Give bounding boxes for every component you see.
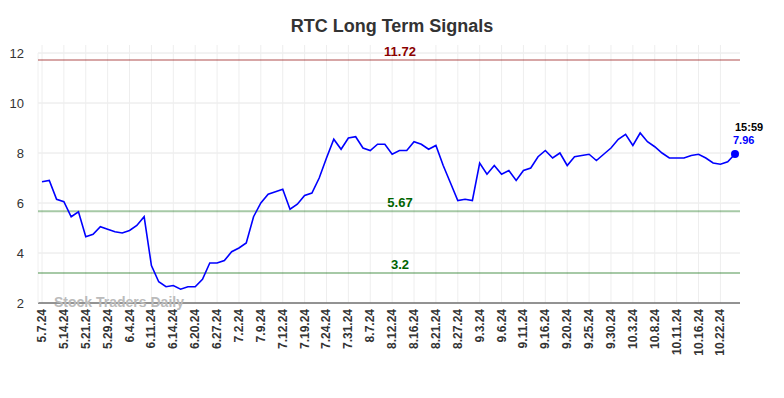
title: RTC Long Term Signals xyxy=(291,16,494,36)
y-tick-label: 6 xyxy=(17,196,24,211)
x-tick-label: 6.14.24 xyxy=(166,309,180,349)
y-tick-label: 2 xyxy=(17,296,24,311)
last-point xyxy=(731,150,739,158)
x-grid xyxy=(129,45,130,303)
y-axis xyxy=(38,53,39,303)
x-grid xyxy=(676,45,677,303)
x-grid xyxy=(435,45,436,303)
x-tick-label: 5.14.24 xyxy=(57,309,71,349)
reference-line xyxy=(38,210,740,212)
x-tick-label: 8.12.24 xyxy=(385,309,399,349)
x-grid xyxy=(85,45,86,303)
x-grid xyxy=(698,45,699,303)
x-tick-label: 7.31.24 xyxy=(341,309,355,349)
x-grid xyxy=(304,45,305,303)
series-line xyxy=(42,133,735,289)
x-tick-label: 8.7.24 xyxy=(363,309,377,343)
x-grid xyxy=(589,45,590,303)
x-tick-label: 10.3.24 xyxy=(626,309,640,349)
x-grid xyxy=(370,45,371,303)
x-grid xyxy=(326,45,327,303)
x-grid xyxy=(173,45,174,303)
x-tick-label: 6.27.24 xyxy=(210,309,224,349)
x-tick-label: 7.24.24 xyxy=(319,309,333,349)
x-grid xyxy=(63,45,64,303)
x-grid xyxy=(523,45,524,303)
x-tick-label: 9.3.24 xyxy=(473,309,487,343)
x-tick-label: 5.29.24 xyxy=(101,309,115,349)
reference-line xyxy=(38,59,740,61)
annotation-value: 7.96 xyxy=(733,134,754,146)
y-grid xyxy=(38,253,740,254)
x-tick-label: 6.20.24 xyxy=(188,309,202,349)
x-grid xyxy=(348,45,349,303)
x-tick-label: 9.6.24 xyxy=(495,309,509,343)
x-grid xyxy=(238,45,239,303)
x-grid xyxy=(414,45,415,303)
reference-label: 11.72 xyxy=(384,44,416,59)
x-grid xyxy=(260,45,261,303)
x-grid xyxy=(654,45,655,303)
y-tick-label: 4 xyxy=(17,246,24,261)
x-tick-label: 10.22.24 xyxy=(713,309,727,356)
x-grid xyxy=(282,45,283,303)
x-tick-label: 9.30.24 xyxy=(604,309,618,349)
x-tick-label: 8.27.24 xyxy=(451,309,465,349)
x-grid xyxy=(217,45,218,303)
reference-label: 3.2 xyxy=(391,257,409,272)
x-tick-label: 8.16.24 xyxy=(407,309,421,349)
x-grid xyxy=(42,45,43,303)
x-grid xyxy=(195,45,196,303)
annotation-time: 15:59 xyxy=(735,121,763,133)
plot-group xyxy=(38,60,740,289)
x-tick-label: 5.21.24 xyxy=(79,309,93,349)
y-grid xyxy=(38,103,740,104)
x-tick-label: 7.12.24 xyxy=(276,309,290,349)
y-grid xyxy=(38,153,740,154)
reference-line xyxy=(38,272,740,274)
x-grid xyxy=(545,45,546,303)
x-grid xyxy=(107,45,108,303)
y-tick-label: 12 xyxy=(10,46,24,61)
x-grid xyxy=(567,45,568,303)
x-tick-label: 9.16.24 xyxy=(538,309,552,349)
y-tick-label: 10 xyxy=(10,96,24,111)
reference-label: 5.67 xyxy=(387,195,412,210)
x-tick-label: 10.11.24 xyxy=(670,309,684,355)
x-grid xyxy=(479,45,480,303)
x-tick-label: 8.21.24 xyxy=(429,309,443,349)
y-tick-label: 8 xyxy=(17,146,24,161)
x-tick-label: 7.2.24 xyxy=(232,309,246,343)
x-tick-label: 5.7.24 xyxy=(35,309,49,343)
watermark: Stock Traders Daily xyxy=(54,294,184,310)
x-tick-label: 9.20.24 xyxy=(560,309,574,349)
x-grid xyxy=(610,45,611,303)
x-tick-label: 6.4.24 xyxy=(123,309,137,343)
x-tick-label: 7.9.24 xyxy=(254,309,268,343)
x-tick-label: 6.11.24 xyxy=(144,309,158,349)
x-tick-label: 10.8.24 xyxy=(648,309,662,349)
x-tick-label: 7.19.24 xyxy=(298,309,312,349)
x-tick-label: 10.16.24 xyxy=(692,309,706,356)
x-grid xyxy=(720,45,721,303)
x-grid xyxy=(632,45,633,303)
x-tick-label: 9.11.24 xyxy=(516,309,530,349)
x-tick-label: 9.25.24 xyxy=(582,309,596,349)
x-grid xyxy=(457,45,458,303)
